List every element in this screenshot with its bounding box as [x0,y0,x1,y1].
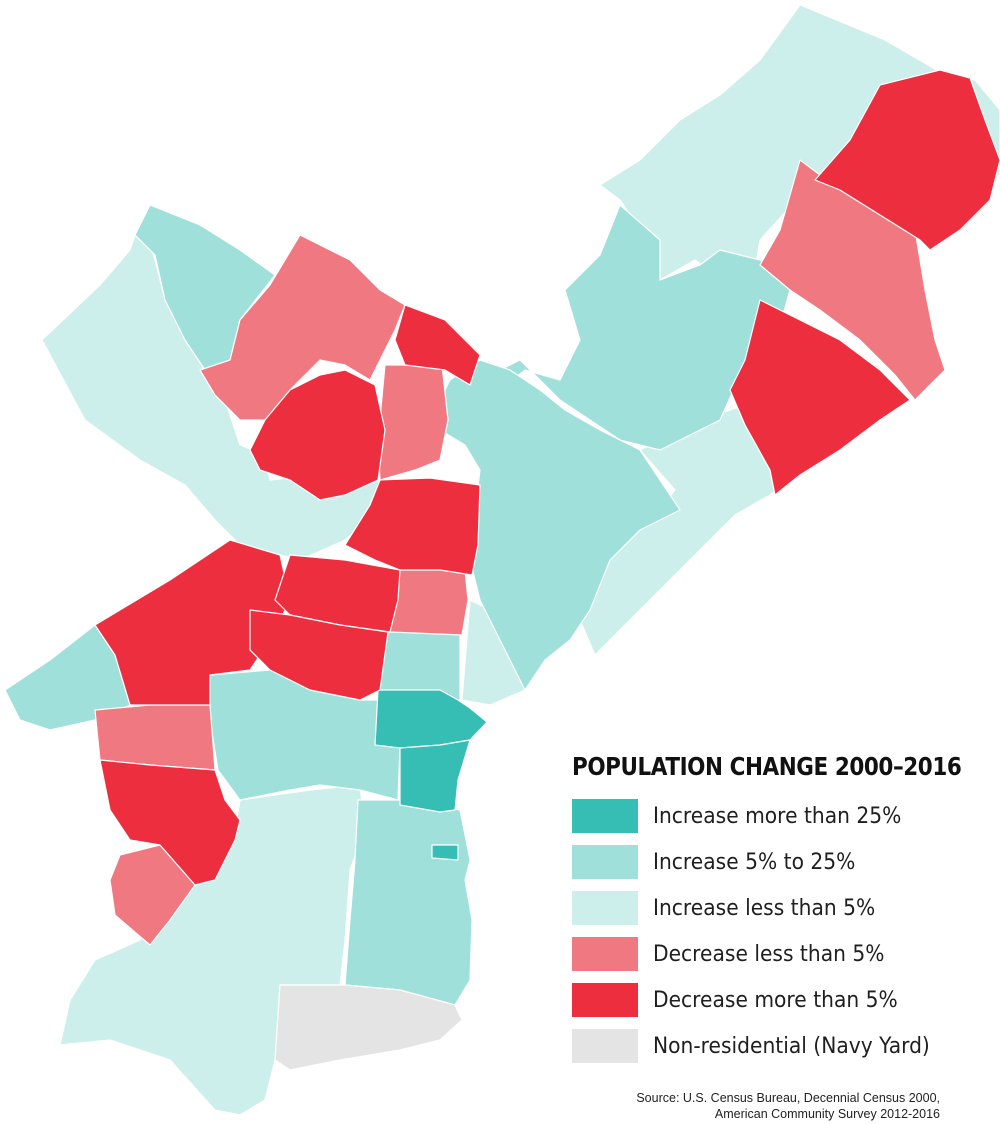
region-chestnut-hill-red [394,304,481,386]
legend-swatch [572,937,638,971]
region-west-edge-light-red [94,704,216,771]
legend-label: Non-residential (Navy Yard) [653,1033,930,1059]
legend-item-increase-5-25: Increase 5% to 25% [572,839,992,885]
source-note: Source: U.S. Census Bureau, Decennial Ce… [636,1090,940,1122]
map-legend: POPULATION CHANGE 2000–2016 Increase mor… [572,752,992,1069]
legend-label: Increase 5% to 25% [653,849,856,875]
region-north-central-medium [439,359,681,691]
legend-item-decrease-less-5: Decrease less than 5% [572,931,992,977]
region-far-northeast-light [599,4,1000,301]
region-center-city-north-dark [374,689,488,749]
region-northeast-red [729,299,911,496]
region-center-city-south-dark [399,739,471,813]
region-germantown-red [249,369,386,501]
region-south-central-medium [344,799,473,1006]
legend-label: Increase less than 5% [653,895,876,921]
legend-item-decrease-more-5: Decrease more than 5% [572,977,992,1023]
region-west-lower-red [249,609,389,701]
legend-swatch [572,1029,638,1063]
region-navy-yard [274,984,463,1071]
legend-item-increase-more-25: Increase more than 25% [572,793,992,839]
region-north-philly-red [344,477,481,576]
legend-label: Decrease less than 5% [653,941,885,967]
legend-swatch [572,799,638,833]
region-germantown-light-red [377,364,449,481]
region-manayunk-light-red [199,234,406,421]
legend-label: Decrease more than 5% [653,987,898,1013]
region-west-big-red [94,539,291,706]
legend-item-non-residential: Non-residential (Navy Yard) [572,1023,992,1069]
legend-swatch [572,891,638,925]
region-far-northeast-red [814,69,1000,251]
source-line-2: American Community Survey 2012-2016 [714,1107,940,1121]
region-southwest-red [99,759,241,886]
legend-swatch [572,983,638,1017]
source-line-1: Source: U.S. Census Bureau, Decennial Ce… [636,1091,940,1105]
legend-title: POPULATION CHANGE 2000–2016 [572,752,962,781]
legend-label: Increase more than 25% [653,803,902,829]
legend-swatch [572,845,638,879]
region-west-middle-red [274,554,401,633]
region-small-south-dark [431,844,459,861]
region-center-north-light-red [389,569,469,636]
legend-item-increase-less-5: Increase less than 5% [572,885,992,931]
